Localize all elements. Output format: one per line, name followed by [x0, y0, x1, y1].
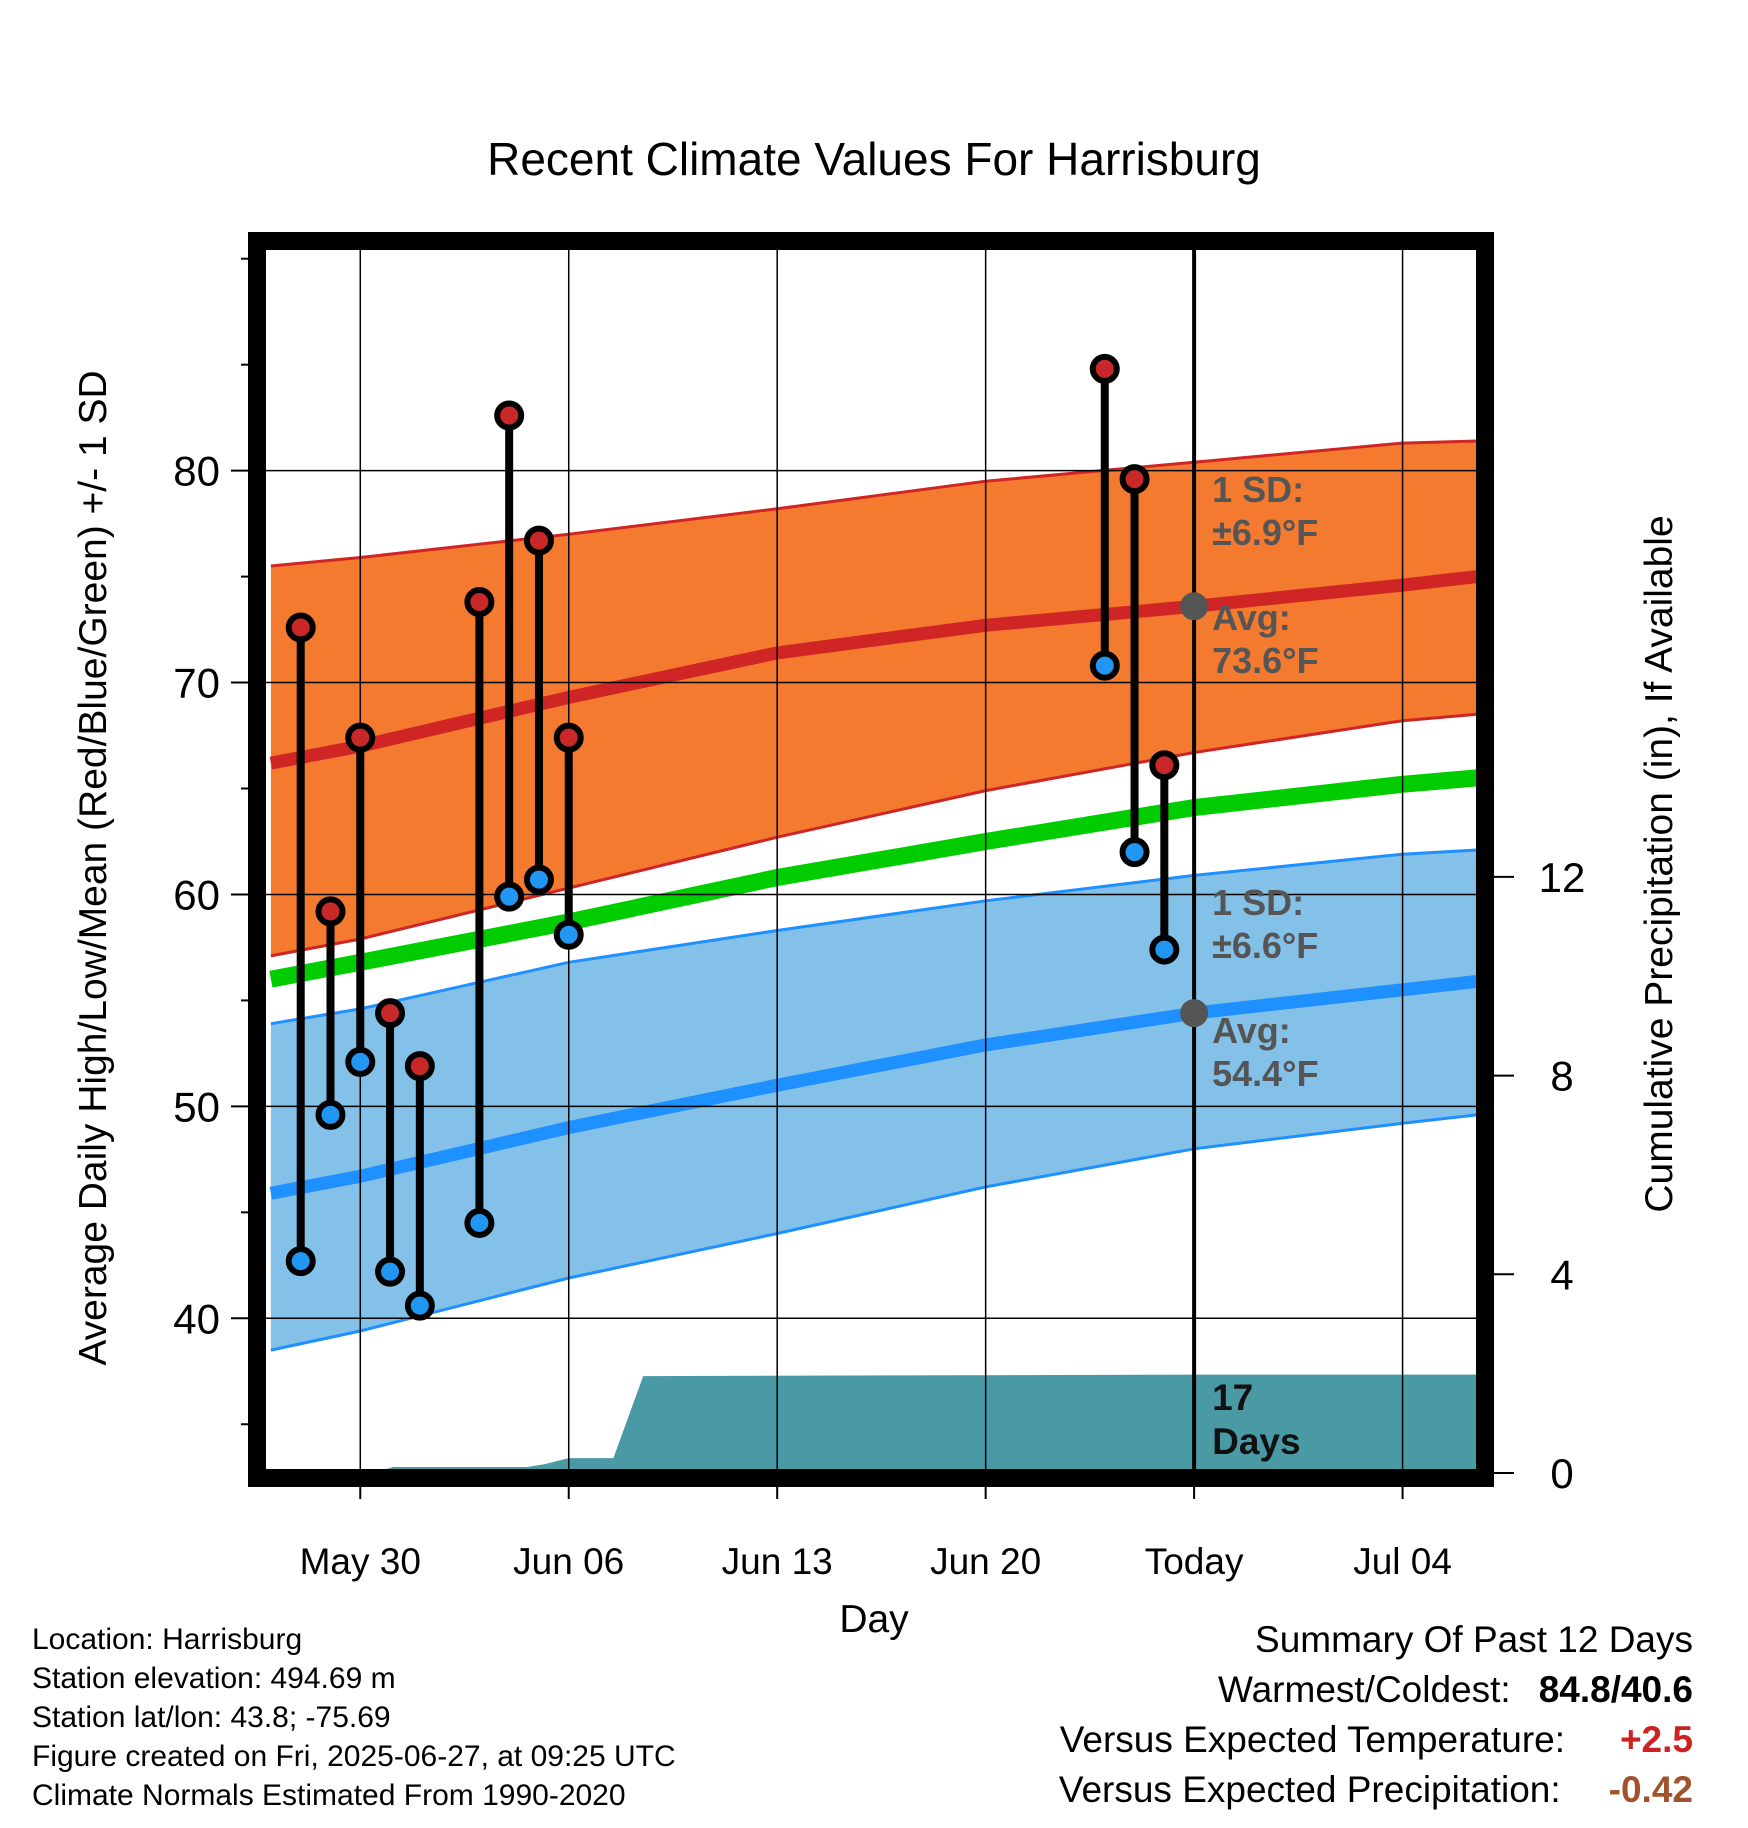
high-temp-marker [285, 612, 316, 643]
y-tick-label: 40 [173, 1295, 220, 1342]
high-temp-marker [345, 722, 376, 753]
y-tick-label: 50 [173, 1083, 220, 1130]
high-avg-label: Avg: [1212, 597, 1291, 638]
summary-panel: Summary Of Past 12 Days Warmest/Coldest:… [1059, 1615, 1693, 1815]
mean-avg-line [269, 769, 1478, 988]
warmest-value: 84.8/40.6 [1538, 1669, 1693, 1710]
station-info: Location: Harrisburg Station elevation: … [32, 1620, 676, 1815]
y2-axis-label: Cumulative Precipitation (in), If Availa… [1638, 515, 1681, 1212]
high-sd-band-upper-edge [270, 439, 1478, 568]
low-temp-marker [345, 1046, 376, 1077]
low-temp-marker [285, 1246, 316, 1277]
x-tick-label: Today [1145, 1541, 1244, 1582]
high-temp-marker [553, 722, 584, 753]
high-avg-line [269, 570, 1478, 770]
days-count: 17 [1212, 1377, 1253, 1418]
low-temp-marker [464, 1207, 495, 1238]
low-sd-value: ±6.6°F [1212, 925, 1318, 966]
y2-tick-label: 12 [1539, 854, 1586, 901]
low-temp-marker [1149, 934, 1180, 965]
today-high-avg-dot [1180, 592, 1209, 621]
temp-value: +2.5 [1619, 1719, 1693, 1760]
x-axis-label: Day [839, 1598, 909, 1641]
high-temp-marker [494, 400, 525, 431]
high-temp-marker [315, 896, 346, 927]
low-temp-marker [1119, 837, 1150, 868]
y2-tick-label: 0 [1550, 1450, 1573, 1497]
low-avg-value: 54.4°F [1212, 1053, 1318, 1094]
low-temp-marker [1089, 650, 1120, 681]
low-temp-marker [404, 1290, 435, 1321]
summary-precip-row: Versus Expected Precipitation: -0.42 [1059, 1765, 1693, 1815]
warmest-label: Warmest/Coldest: [1218, 1669, 1511, 1710]
chart-title: Recent Climate Values For Harrisburg [487, 133, 1261, 185]
high-sd-label: 1 SD: [1212, 469, 1304, 510]
low-temp-marker [553, 919, 584, 950]
x-tick-label: Jun 13 [722, 1541, 833, 1582]
high-temp-marker [1149, 750, 1180, 781]
x-tick-label: May 30 [300, 1541, 421, 1582]
high-temp-marker [375, 998, 406, 1029]
summary-temp-row: Versus Expected Temperature: +2.5 [1059, 1715, 1693, 1765]
summary-warmest-row: Warmest/Coldest: 84.8/40.6 [1059, 1665, 1693, 1715]
y2-tick-label: 8 [1550, 1053, 1573, 1100]
low-avg-label: Avg: [1212, 1010, 1291, 1051]
low-sd-label: 1 SD: [1212, 882, 1304, 923]
precip-value: -0.42 [1608, 1769, 1693, 1810]
high-temp-marker [464, 587, 495, 618]
y-tick-label: 80 [173, 448, 220, 495]
y-tick-label: 60 [173, 871, 220, 918]
high-temp-marker [1119, 464, 1150, 495]
x-tick-label: Jul 04 [1353, 1541, 1452, 1582]
x-tick-label: Jun 20 [930, 1541, 1041, 1582]
low-temp-marker [375, 1256, 406, 1287]
y2-tick-label: 4 [1550, 1251, 1573, 1298]
latlon-text: Station lat/lon: 43.8; -75.69 [32, 1701, 391, 1734]
low-sd-band-lower-edge [270, 1113, 1478, 1352]
created-text: Figure created on Fri, 2025-06-27, at 09… [32, 1740, 676, 1773]
y-axis-label: Average Daily High/Low/Mean (Red/Blue/Gr… [72, 370, 115, 1365]
elevation-text: Station elevation: 494.69 m [32, 1662, 396, 1695]
location-text: Location: Harrisburg [32, 1623, 303, 1656]
high-temp-marker [523, 525, 554, 556]
low-temp-marker [494, 881, 525, 912]
high-sd-band-lower-edge [270, 712, 1478, 958]
precip-label: Versus Expected Precipitation: [1058, 1769, 1561, 1810]
low-temp-marker [315, 1099, 346, 1130]
high-sd-value: ±6.9°F [1212, 512, 1318, 553]
today-low-avg-dot [1180, 999, 1209, 1028]
x-tick-label: Jun 06 [513, 1541, 624, 1582]
precip-area [262, 1374, 1480, 1473]
y-tick-label: 70 [173, 660, 220, 707]
temp-label: Versus Expected Temperature: [1059, 1719, 1565, 1760]
low-avg-line [269, 974, 1478, 1200]
high-temp-marker [1089, 353, 1120, 384]
days-word: Days [1212, 1421, 1300, 1462]
low-sd-band [270, 850, 1477, 1351]
high-temp-marker [404, 1051, 435, 1082]
high-avg-value: 73.6°F [1212, 640, 1318, 681]
normals-text: Climate Normals Estimated From 1990-2020 [32, 1779, 626, 1812]
summary-title: Summary Of Past 12 Days [1255, 1619, 1693, 1660]
plot-frame [248, 232, 1494, 1487]
low-temp-marker [523, 864, 554, 895]
